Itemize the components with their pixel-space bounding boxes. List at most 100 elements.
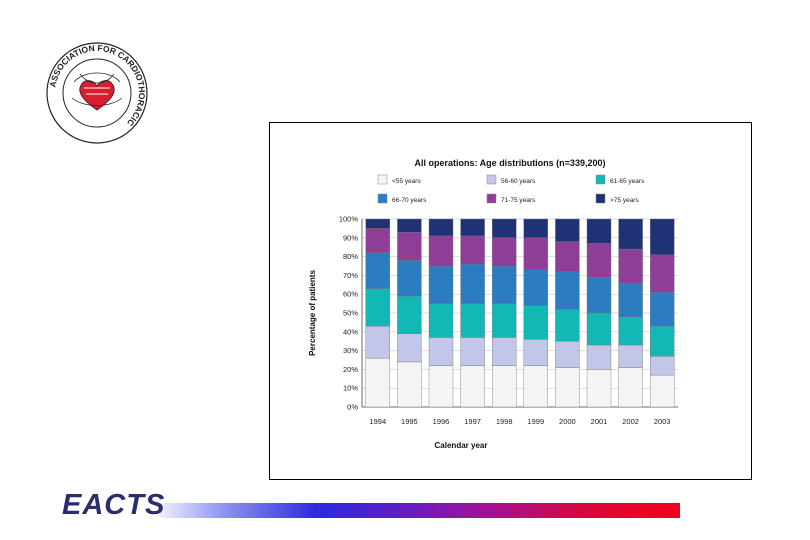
bar-segment bbox=[491, 218, 517, 238]
bar-segment bbox=[397, 260, 422, 297]
y-tick-label: 80% bbox=[343, 252, 358, 261]
y-tick-label: 60% bbox=[343, 290, 358, 299]
legend-label: 71-75 years bbox=[501, 197, 536, 204]
bar-segment bbox=[428, 265, 454, 304]
bar-segment bbox=[491, 365, 517, 408]
legend-label: 61-65 years bbox=[610, 178, 645, 185]
bars bbox=[365, 218, 675, 408]
bar-segment bbox=[618, 282, 643, 317]
legend-swatch bbox=[595, 174, 606, 185]
bar-segment bbox=[460, 303, 485, 338]
bar-segment bbox=[618, 218, 643, 250]
bar-segment bbox=[460, 235, 485, 265]
x-axis-title: Calendar year bbox=[435, 441, 488, 450]
bar-segment bbox=[491, 265, 517, 304]
legend-swatch bbox=[486, 174, 497, 185]
footer-brand-logo: EACTS bbox=[62, 489, 166, 521]
bar-segment bbox=[397, 333, 422, 363]
bar-segment bbox=[555, 218, 580, 242]
bar-segment bbox=[555, 241, 580, 272]
bar-segment bbox=[397, 218, 422, 233]
bar-segment bbox=[397, 231, 422, 261]
x-tick-label: 1996 bbox=[433, 417, 450, 426]
bar-segment bbox=[586, 243, 612, 278]
bar-segment bbox=[618, 367, 643, 408]
bar-segment bbox=[365, 357, 391, 408]
y-tick-label: 0% bbox=[347, 403, 358, 412]
bar-segment bbox=[460, 218, 485, 237]
legend-swatch bbox=[486, 193, 497, 204]
bar-segment bbox=[586, 312, 612, 346]
bar-segment bbox=[428, 235, 454, 267]
legend-label: <55 years bbox=[392, 178, 421, 185]
bar-segment bbox=[523, 305, 549, 340]
bar-segment bbox=[428, 337, 454, 366]
legend-swatch bbox=[377, 174, 388, 185]
bar-segment bbox=[586, 277, 612, 314]
bar-segment bbox=[365, 218, 391, 229]
x-tick-label: 1997 bbox=[464, 417, 481, 426]
y-tick-label: 50% bbox=[343, 309, 358, 318]
bar-segment bbox=[397, 361, 422, 408]
legend-swatch bbox=[377, 193, 388, 204]
x-axis-ticks: 1994 1995 1996 1997 1998 1999 2000 2001 2002 2003 bbox=[369, 417, 670, 426]
legend-label: 56-60 years bbox=[501, 178, 536, 185]
bar-segment bbox=[618, 316, 643, 346]
bar-segment bbox=[491, 237, 517, 267]
bar-segment bbox=[397, 295, 422, 334]
association-logo: ASSOCIATION FOR CARDIOTHORACIC bbox=[46, 42, 148, 144]
bar-segment bbox=[650, 356, 675, 376]
legend-swatch bbox=[595, 193, 606, 204]
bar-segment bbox=[428, 365, 454, 408]
y-tick-label: 100% bbox=[339, 215, 359, 224]
bar-segment bbox=[523, 339, 549, 366]
y-tick-label: 10% bbox=[343, 384, 358, 393]
bar-segment bbox=[365, 288, 391, 327]
bar-segment bbox=[523, 365, 549, 408]
legend-label: 66-70 years bbox=[392, 197, 427, 204]
y-tick-label: 70% bbox=[343, 271, 358, 280]
bar-segment bbox=[650, 254, 675, 293]
bar-segment bbox=[555, 271, 580, 310]
bar-segment bbox=[555, 367, 580, 408]
x-tick-label: 2002 bbox=[622, 417, 639, 426]
y-axis-title: Percentage of patients bbox=[308, 270, 317, 356]
y-tick-label: 30% bbox=[343, 346, 358, 355]
bar-segment bbox=[523, 269, 549, 306]
bar-segment bbox=[460, 365, 485, 408]
bar-segment bbox=[586, 369, 612, 408]
bar-segment bbox=[460, 337, 485, 366]
bar-segment bbox=[555, 340, 580, 368]
x-tick-label: 1999 bbox=[527, 417, 544, 426]
bar-segment bbox=[365, 325, 391, 359]
heart-icon bbox=[71, 72, 123, 111]
x-tick-label: 1998 bbox=[496, 417, 513, 426]
y-tick-label: 40% bbox=[343, 327, 358, 336]
bar-segment bbox=[586, 218, 612, 244]
bar-segment bbox=[650, 325, 675, 357]
bar-segment bbox=[365, 252, 391, 289]
bar-segment bbox=[586, 344, 612, 370]
bar-segment bbox=[618, 248, 643, 284]
bar-segment bbox=[650, 374, 675, 408]
bar-segment bbox=[365, 228, 391, 254]
bar-segment bbox=[650, 218, 675, 255]
chart-legend: <55 years 56-60 years 61-65 years 66-70 yea… bbox=[377, 174, 645, 204]
y-axis-ticks: 0% 10% 20% 30% 40% 50% 60% 70% 80% 90% 100% bbox=[339, 215, 359, 412]
legend-label: >75 years bbox=[610, 197, 639, 204]
chart-title: All operations: Age distributions (n=339… bbox=[415, 158, 606, 168]
bar-segment bbox=[460, 263, 485, 304]
bar-segment bbox=[523, 218, 549, 238]
y-tick-label: 20% bbox=[343, 365, 358, 374]
bar-segment bbox=[428, 303, 454, 338]
x-tick-label: 2000 bbox=[559, 417, 576, 426]
bar-segment bbox=[618, 344, 643, 368]
y-tick-label: 90% bbox=[343, 233, 358, 242]
x-tick-label: 2003 bbox=[654, 417, 671, 426]
x-tick-label: 1994 bbox=[369, 417, 386, 426]
x-tick-label: 1995 bbox=[401, 417, 418, 426]
bar-segment bbox=[523, 237, 549, 270]
stacked-bar-chart: All operations: Age distributions (n=339… bbox=[308, 158, 678, 450]
bar-segment bbox=[555, 309, 580, 342]
footer-gradient-bar bbox=[160, 503, 680, 518]
